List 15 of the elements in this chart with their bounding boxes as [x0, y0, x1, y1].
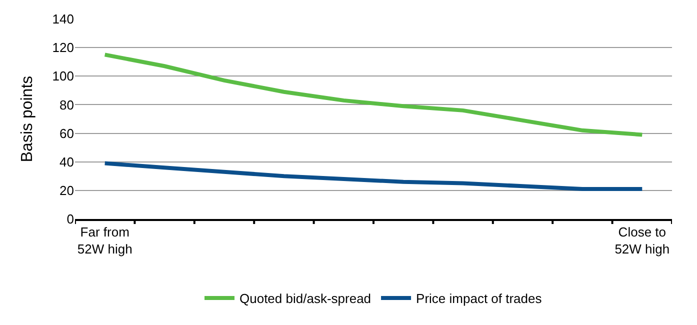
y-tick-label: 100: [52, 68, 74, 84]
y-tick-label: 80: [60, 97, 74, 112]
y-tick-label: 0: [66, 212, 74, 227]
line-series: [102, 52, 644, 137]
legend-label: Quoted bid/ask-spread: [240, 291, 372, 306]
y-tick-label: 120: [52, 40, 74, 56]
y-axis-title: Basis points: [19, 76, 36, 162]
line-series: [102, 161, 644, 191]
y-tick-label: 60: [60, 126, 74, 141]
x-tick-label: Far from 52W high: [77, 224, 132, 256]
y-tick-label: 40: [60, 154, 74, 170]
x-tick-label: Close to 52W high: [614, 224, 670, 256]
y-tick-label: 140: [52, 12, 74, 27]
y-tick-label: 20: [60, 182, 74, 198]
legend-label: Price impact of trades: [416, 291, 542, 306]
